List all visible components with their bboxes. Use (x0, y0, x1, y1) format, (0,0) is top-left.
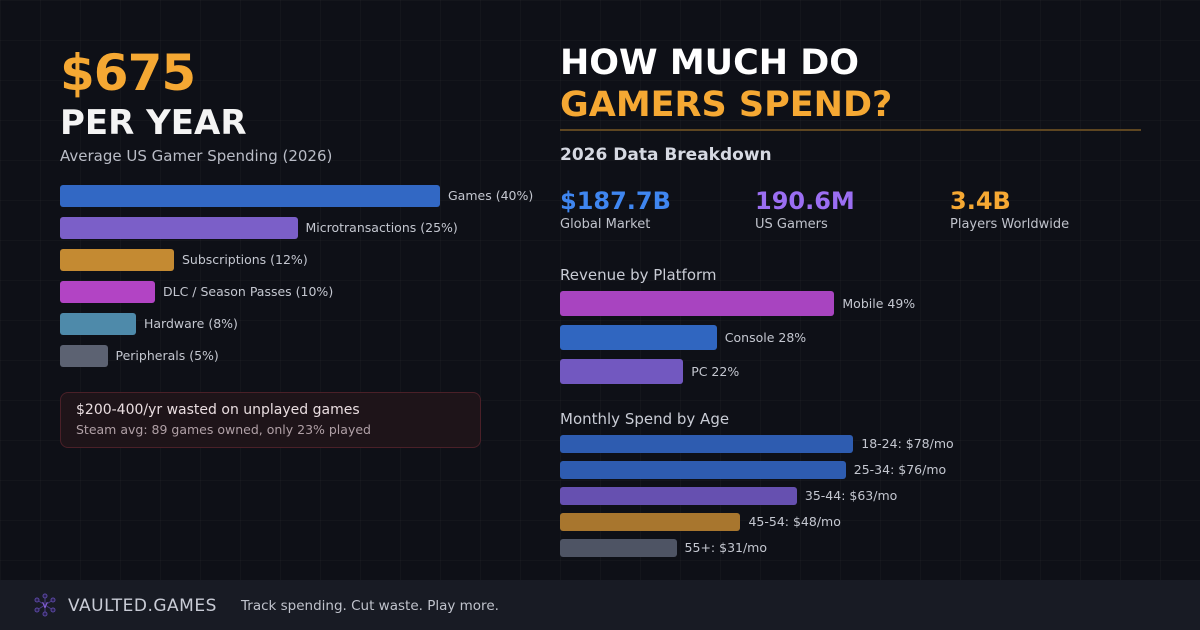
headline-line1: HOW MUCH DO (560, 43, 860, 83)
headline-line2: GAMERS SPEND? (560, 85, 893, 125)
age-bar (560, 461, 846, 479)
spending-bar (60, 281, 155, 303)
age-bar (560, 435, 854, 453)
platform-label: Console 28% (724, 329, 807, 345)
logo-icon: V (34, 593, 56, 617)
spending-bar (60, 185, 440, 207)
stat-value: $187.7B (560, 187, 671, 215)
age-bar (560, 487, 797, 505)
platform-label: PC 22% (691, 363, 740, 379)
spending-bar (60, 313, 136, 335)
hero-amount: $675 (60, 44, 196, 102)
footer: V VAULTED.GAMES Track spending. Cut wast… (0, 580, 1200, 630)
divider (560, 129, 1141, 131)
age-bar (560, 513, 741, 531)
stat-us-gamers: 190.6M US Gamers (755, 187, 855, 232)
platform-label: Mobile 49% (842, 295, 916, 311)
stat-label: Global Market (560, 217, 651, 232)
age-label: 18-24: $78/mo (861, 436, 954, 451)
age-label: 45-54: $48/mo (748, 514, 841, 529)
spending-label: Subscriptions (12%) (182, 252, 308, 267)
spending-label: Hardware (8%) (144, 316, 238, 331)
spending-bar (60, 217, 298, 239)
platform-bar (560, 359, 684, 384)
stat-label: US Gamers (755, 217, 828, 232)
platform-bar (560, 325, 717, 350)
platform-bar (560, 291, 835, 316)
hero-period: PER YEAR (60, 103, 247, 143)
stat-players-worldwide: 3.4B Players Worldwide (950, 187, 1069, 232)
svg-text:V: V (42, 601, 48, 610)
breakdown-title: 2026 Data Breakdown (560, 145, 772, 165)
spending-bar (60, 249, 174, 271)
tagline: Track spending. Cut waste. Play more. (241, 598, 499, 614)
background-grid (0, 0, 1200, 580)
spending-label: Games (40%) (448, 188, 534, 203)
alert-detail: Steam avg: 89 games owned, only 23% play… (76, 422, 371, 437)
brand-name: VAULTED.GAMES (68, 596, 217, 616)
hero-subtitle: Average US Gamer Spending (2026) (60, 147, 333, 165)
stat-value: 3.4B (950, 187, 1011, 215)
spending-label: Peripherals (5%) (115, 348, 219, 363)
age-label: 25-34: $76/mo (853, 462, 947, 477)
alert-title: $200-400/yr wasted on unplayed games (76, 402, 360, 418)
age-label: 55+: $31/mo (684, 540, 768, 555)
platform-title: Revenue by Platform (560, 266, 717, 284)
age-label: 35-44: $63/mo (804, 488, 898, 503)
spending-label: DLC / Season Passes (10%) (163, 284, 334, 299)
stat-label: Players Worldwide (950, 217, 1070, 232)
spending-bar (60, 345, 108, 367)
waste-alert: $200-400/yr wasted on unplayed games Ste… (60, 392, 481, 448)
stat-global-market: $187.7B Global Market (560, 187, 671, 232)
stat-value: 190.6M (755, 187, 855, 215)
age-bar (560, 539, 677, 557)
spending-label: Microtransactions (25%) (305, 220, 458, 235)
age-title: Monthly Spend by Age (560, 410, 730, 428)
